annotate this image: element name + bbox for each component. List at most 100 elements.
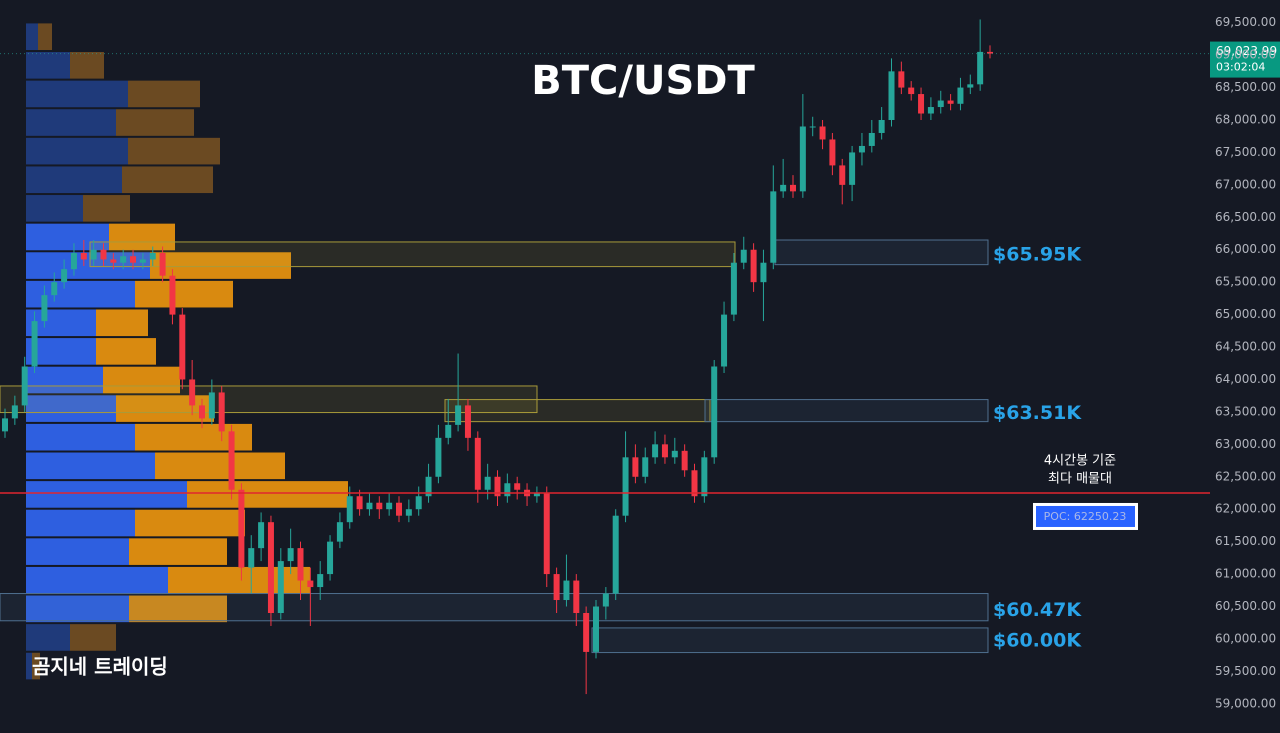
candle-body <box>937 100 944 108</box>
zone-box <box>591 627 989 654</box>
profile-buy <box>26 481 187 508</box>
zone-label: $63.51K <box>993 402 1082 424</box>
profile-buy <box>26 566 168 594</box>
candle-body <box>642 457 649 477</box>
candle-body <box>543 492 550 575</box>
candle-body <box>238 489 245 568</box>
highlight-box <box>89 241 736 268</box>
candle-body <box>730 262 737 315</box>
poc-label: POC: 62250.23 <box>1044 510 1127 523</box>
y-tick-label: 64,000.00 <box>1215 372 1276 386</box>
candle-body <box>386 502 393 510</box>
candle-body <box>2 418 8 432</box>
y-tick-label: 68,500.00 <box>1215 80 1276 94</box>
candle-body <box>711 366 718 458</box>
candle-body <box>435 437 442 477</box>
candle-body <box>987 51 993 54</box>
candle-body <box>750 249 757 283</box>
candle-body <box>533 492 540 497</box>
candle-body <box>61 269 68 283</box>
candle-body <box>11 405 18 419</box>
profile-buy <box>26 195 83 222</box>
candle-body <box>415 496 422 510</box>
candle-body <box>977 51 984 85</box>
y-tick-label: 61,000.00 <box>1215 567 1276 581</box>
candle-body <box>51 282 58 296</box>
candle-body <box>819 126 826 140</box>
candle-body <box>327 541 334 575</box>
candle-body <box>179 314 186 380</box>
profile-sell <box>122 166 213 194</box>
zone-box <box>0 593 989 622</box>
candle-body <box>445 424 452 438</box>
last-price-tag <box>1210 41 1280 78</box>
profile-sell <box>109 223 175 251</box>
profile-sell <box>70 624 116 651</box>
candle-body <box>878 120 885 133</box>
candle-body <box>602 593 609 607</box>
candle-body <box>287 548 294 562</box>
profile-buy <box>26 624 70 651</box>
candle-body <box>405 509 412 516</box>
y-tick-label: 67,000.00 <box>1215 177 1276 191</box>
profile-buy <box>26 309 96 337</box>
y-tick-label: 64,500.00 <box>1215 340 1276 354</box>
candle-body <box>573 580 580 613</box>
profile-sell <box>135 280 233 308</box>
zone-label: $60.47K <box>993 599 1082 621</box>
candle-body <box>130 256 137 263</box>
zone-box <box>774 239 989 266</box>
candle-body <box>41 295 48 322</box>
y-tick-label: 68,000.00 <box>1215 113 1276 127</box>
poc-note: 최다 매물대 <box>1048 471 1112 486</box>
watermark: 곰지네 트레이딩 <box>32 655 168 679</box>
candle-body <box>593 606 599 652</box>
candle-body <box>583 612 590 652</box>
candle-body <box>898 71 905 88</box>
last-price-label: 69,023.99 <box>1216 44 1277 58</box>
y-tick-label: 59,000.00 <box>1215 696 1276 710</box>
profile-sell <box>38 23 52 51</box>
candle-body <box>120 256 127 263</box>
highlight-box <box>444 399 711 423</box>
profile-buy <box>26 509 135 537</box>
y-tick-label: 69,500.00 <box>1215 15 1276 29</box>
candle-body <box>208 392 215 419</box>
profile-sell <box>129 538 227 565</box>
profile-sell <box>129 595 227 623</box>
candle-body <box>425 476 432 497</box>
candle-body <box>267 522 274 613</box>
candle-body <box>799 126 806 192</box>
candle-body <box>780 184 787 192</box>
profile-buy <box>26 338 96 365</box>
profile-sell <box>103 366 180 394</box>
profile-buy <box>26 452 155 480</box>
candle-body <box>297 548 304 581</box>
y-tick-label: 66,000.00 <box>1215 242 1276 256</box>
profile-sell <box>83 195 130 222</box>
candle-body <box>139 259 146 263</box>
candle-body <box>681 450 688 471</box>
candle-body <box>770 191 777 263</box>
candle-body <box>622 457 629 516</box>
candle-body <box>494 476 501 497</box>
candle-body <box>652 444 659 458</box>
profile-sell <box>150 252 291 279</box>
profile-buy <box>26 52 70 79</box>
profile-buy <box>26 166 122 194</box>
candle-body <box>632 457 639 477</box>
profile-buy <box>26 366 103 394</box>
profile-sell <box>70 52 104 79</box>
candle-body <box>90 249 97 260</box>
candle-body <box>858 145 865 153</box>
profile-sell <box>96 338 156 365</box>
profile-buy <box>26 595 129 623</box>
zones: $65.95K $63.51K $60.47K $60.00K <box>0 239 1082 654</box>
candle-body <box>218 392 225 432</box>
profile-sell <box>155 452 285 480</box>
candle-body <box>100 249 107 260</box>
candle-body <box>888 71 895 121</box>
y-tick-label: 62,500.00 <box>1215 469 1276 483</box>
